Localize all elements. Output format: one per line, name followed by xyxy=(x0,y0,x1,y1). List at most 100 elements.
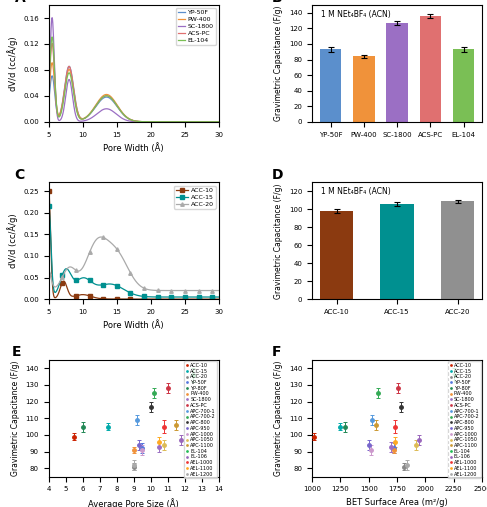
Legend: YP-50F, PW-400, SC-1800, ACS-PC, EL-104: YP-50F, PW-400, SC-1800, ACS-PC, EL-104 xyxy=(176,8,216,45)
PW-400 xyxy=(216,119,222,125)
Text: A: A xyxy=(15,0,25,5)
ACS-PC xyxy=(186,119,191,125)
Y-axis label: dV/d (cc/Å/g): dV/d (cc/Å/g) xyxy=(7,36,18,91)
ACC-20 xyxy=(138,283,144,289)
YP-50F xyxy=(138,119,144,125)
ACS-PC xyxy=(147,119,153,125)
ACC-20 xyxy=(216,287,222,294)
SC-1800 xyxy=(212,119,218,125)
Line: ACC-20: ACC-20 xyxy=(47,235,221,292)
Text: E: E xyxy=(11,345,21,359)
ACC-10 xyxy=(216,296,222,302)
ACC-15 xyxy=(185,294,191,300)
PW-400 xyxy=(128,117,134,123)
Text: 1 M NEt₄BF₄ (ACN): 1 M NEt₄BF₄ (ACN) xyxy=(320,187,391,196)
SC-1800 xyxy=(186,119,191,125)
ACC-20 xyxy=(128,270,134,276)
SC-1800 xyxy=(138,119,144,125)
Line: EL-104: EL-104 xyxy=(49,37,219,122)
Bar xyxy=(353,56,375,122)
SC-1800 xyxy=(46,89,52,95)
ACS-PC xyxy=(46,90,52,96)
YP-50F xyxy=(186,119,191,125)
SC-1800 xyxy=(128,118,134,124)
Bar xyxy=(453,49,474,122)
Line: PW-400: PW-400 xyxy=(49,63,219,122)
Text: D: D xyxy=(271,168,283,182)
EL-104 xyxy=(147,119,153,125)
Line: ACS-PC: ACS-PC xyxy=(49,44,219,122)
PW-400 xyxy=(127,116,132,122)
Y-axis label: Gravimetric Capacitance (F/g): Gravimetric Capacitance (F/g) xyxy=(274,183,283,299)
YP-50F xyxy=(66,63,72,69)
ACC-20 xyxy=(46,270,52,276)
ACC-10 xyxy=(185,296,191,302)
EL-104 xyxy=(138,119,144,125)
X-axis label: Pore Width (Å): Pore Width (Å) xyxy=(103,320,164,331)
ACC-15 xyxy=(212,294,218,300)
ACC-20 xyxy=(212,287,218,294)
ACS-PC xyxy=(128,117,134,123)
Text: 1 M NEt₄BF₄ (ACN): 1 M NEt₄BF₄ (ACN) xyxy=(320,10,391,19)
YP-50F xyxy=(147,119,153,125)
PW-400 xyxy=(147,119,153,125)
Line: ACC-10: ACC-10 xyxy=(47,189,221,301)
PW-400 xyxy=(186,119,191,125)
ACC-10 xyxy=(128,296,133,302)
ACS-PC xyxy=(49,41,55,47)
ACS-PC xyxy=(216,119,222,125)
SC-1800 xyxy=(49,15,55,21)
EL-104 xyxy=(46,87,52,93)
Legend: ACC-10, ACC-15, ACC-20, YP-50F, YP-80F, PW-400, SC-1800, ACS-PC, APC-700-1, APC-: ACC-10, ACC-15, ACC-20, YP-50F, YP-80F, … xyxy=(184,361,217,478)
X-axis label: Average Pore Size (Å): Average Pore Size (Å) xyxy=(88,498,179,507)
ACC-15 xyxy=(46,203,52,209)
PW-400 xyxy=(49,60,55,66)
Legend: ACC-10, ACC-15, ACC-20, YP-50F, YP-80F, PW-400, SC-1800, ACS-PC, APC-700-1, APC-: ACC-10, ACC-15, ACC-20, YP-50F, YP-80F, … xyxy=(448,361,481,478)
Bar xyxy=(320,49,341,122)
Bar xyxy=(420,16,441,122)
EL-104 xyxy=(128,117,134,123)
YP-50F xyxy=(212,119,218,125)
ACC-20 xyxy=(127,269,132,275)
ACS-PC xyxy=(127,116,132,122)
X-axis label: BET Surface Area (m²/g): BET Surface Area (m²/g) xyxy=(346,498,448,507)
ACC-10 xyxy=(212,296,218,302)
X-axis label: Pore Width (Å): Pore Width (Å) xyxy=(103,143,164,153)
ACC-10 xyxy=(138,296,144,302)
ACC-15 xyxy=(127,289,132,296)
ACC-15 xyxy=(138,293,144,299)
YP-50F xyxy=(128,117,134,123)
YP-50F xyxy=(216,119,222,125)
Bar xyxy=(320,211,353,299)
Text: F: F xyxy=(271,345,281,359)
ACC-15 xyxy=(147,294,153,300)
Line: ACC-15: ACC-15 xyxy=(47,204,221,299)
ACC-20 xyxy=(98,234,104,240)
ACS-PC xyxy=(212,119,218,125)
Y-axis label: Gravimetric Capacitance (F/g): Gravimetric Capacitance (F/g) xyxy=(274,6,283,121)
Legend: ACC-10, ACC-15, ACC-20: ACC-10, ACC-15, ACC-20 xyxy=(174,186,216,208)
PW-400 xyxy=(138,119,144,125)
Text: C: C xyxy=(15,168,25,182)
Line: YP-50F: YP-50F xyxy=(49,66,219,122)
ACC-20 xyxy=(147,287,153,293)
EL-104 xyxy=(127,116,132,122)
SC-1800 xyxy=(216,119,222,125)
Y-axis label: Gravimetric Capacitance (F/g): Gravimetric Capacitance (F/g) xyxy=(274,360,283,476)
PW-400 xyxy=(212,119,218,125)
EL-104 xyxy=(216,119,222,125)
Text: B: B xyxy=(271,0,282,5)
YP-50F xyxy=(127,116,132,122)
Bar xyxy=(380,204,414,299)
ACS-PC xyxy=(138,119,144,125)
EL-104 xyxy=(49,34,55,40)
Y-axis label: dV/d (cc/Å/g): dV/d (cc/Å/g) xyxy=(7,213,18,268)
ACC-20 xyxy=(186,287,191,294)
EL-104 xyxy=(186,119,191,125)
SC-1800 xyxy=(127,118,132,124)
ACC-15 xyxy=(216,294,222,300)
Line: SC-1800: SC-1800 xyxy=(49,18,219,122)
PW-400 xyxy=(46,93,52,99)
EL-104 xyxy=(212,119,218,125)
YP-50F xyxy=(46,98,52,104)
